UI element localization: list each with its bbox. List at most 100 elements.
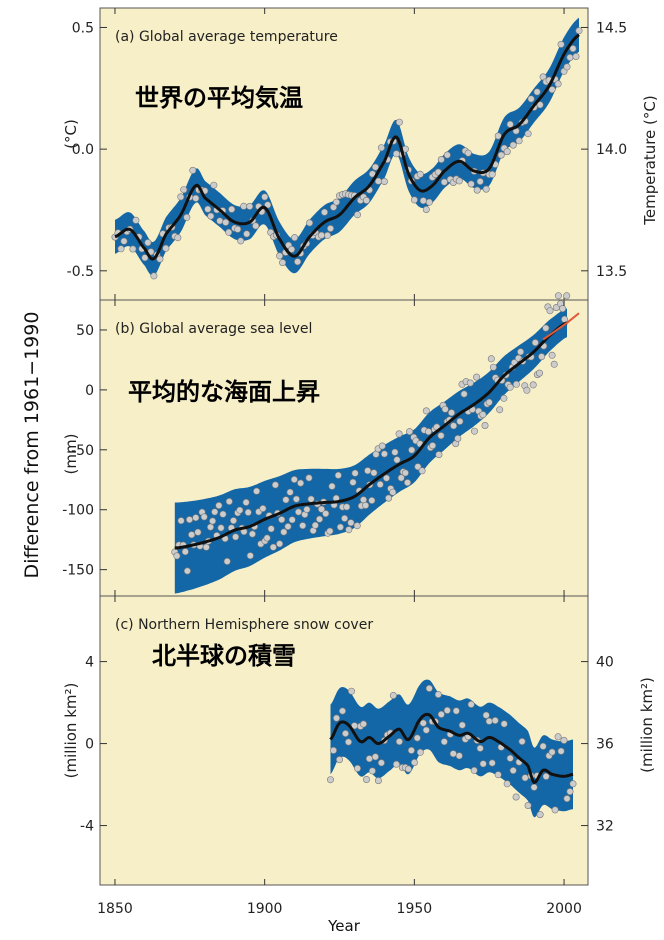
data-point — [141, 254, 149, 262]
data-point — [569, 45, 577, 53]
overlay-label: 平均的な海面上昇 — [128, 378, 320, 406]
data-point — [410, 758, 418, 766]
data-point — [264, 201, 272, 209]
data-point — [500, 394, 508, 402]
data-point — [280, 528, 288, 536]
uncertainty-band — [174, 308, 568, 594]
data-point — [563, 63, 571, 71]
data-point — [443, 151, 451, 159]
data-point — [515, 137, 523, 145]
data-point — [222, 218, 230, 226]
data-point — [374, 177, 382, 185]
data-point — [560, 736, 568, 744]
data-point — [202, 543, 210, 551]
data-point — [389, 488, 397, 496]
data-point — [326, 225, 334, 233]
data-point — [183, 213, 191, 221]
data-point — [482, 711, 490, 719]
data-point — [575, 27, 583, 35]
data-point — [246, 202, 254, 210]
data-point — [416, 170, 424, 178]
data-point — [476, 744, 484, 752]
panel-title: (a) Global average temperature — [115, 29, 338, 45]
y-tick-label: 50 — [76, 323, 94, 339]
data-point — [174, 234, 182, 242]
data-point — [422, 407, 430, 415]
panel-title: (c) Northern Hemisphere snow cover — [115, 617, 373, 633]
data-point — [156, 255, 164, 263]
data-point — [371, 753, 379, 761]
data-point — [521, 774, 529, 782]
data-point — [441, 405, 449, 413]
y-axis-label: (million km²) — [62, 683, 80, 779]
data-point — [232, 533, 240, 541]
data-point — [297, 479, 305, 487]
data-point — [291, 234, 299, 242]
data-point — [550, 360, 558, 368]
data-point — [503, 780, 511, 788]
data-point — [536, 811, 544, 819]
data-point — [380, 450, 388, 458]
data-point — [326, 776, 334, 784]
data-point — [326, 527, 334, 535]
data-point — [509, 766, 517, 774]
data-point — [177, 517, 185, 525]
data-point — [204, 205, 212, 213]
data-point — [456, 417, 464, 425]
data-point — [351, 469, 359, 477]
data-point — [368, 767, 376, 775]
data-point — [292, 495, 300, 503]
data-point — [341, 729, 349, 737]
data-point — [413, 734, 421, 742]
data-point — [374, 777, 382, 785]
data-point — [395, 738, 403, 746]
data-point — [535, 369, 543, 377]
data-point — [437, 432, 445, 440]
data-point — [317, 505, 325, 513]
data-point — [334, 471, 342, 479]
data-point — [450, 422, 458, 430]
data-point — [189, 166, 197, 174]
data-point — [217, 524, 225, 532]
data-point — [393, 456, 401, 464]
data-point — [425, 684, 433, 692]
data-point — [276, 540, 284, 548]
data-point — [345, 526, 353, 534]
data-point — [246, 552, 254, 560]
data-point — [120, 237, 128, 245]
data-point — [338, 707, 346, 715]
data-point — [215, 501, 223, 509]
data-point — [242, 498, 250, 506]
data-point — [378, 442, 386, 450]
data-point — [359, 720, 367, 728]
data-point — [263, 534, 271, 542]
data-point — [323, 231, 331, 239]
data-point — [482, 185, 490, 193]
data-point — [524, 130, 532, 138]
data-point — [286, 488, 294, 496]
data-point — [395, 430, 403, 438]
data-point — [306, 219, 314, 227]
data-point — [503, 148, 511, 156]
data-point — [252, 222, 260, 230]
data-point — [551, 806, 559, 814]
data-point — [315, 515, 323, 523]
data-point — [211, 508, 219, 516]
y-tick-label: -0.5 — [67, 264, 94, 280]
data-point — [336, 523, 344, 531]
data-point — [404, 765, 412, 773]
data-point — [299, 522, 307, 530]
data-point — [317, 231, 325, 239]
y-tick-right-label: 14.5 — [596, 20, 627, 36]
data-point — [230, 517, 238, 525]
data-point — [248, 530, 256, 538]
y-axis-label: (mm) — [62, 434, 80, 475]
y-axis-label-right: (million km²) — [638, 677, 656, 773]
data-point — [542, 772, 550, 780]
data-point — [259, 504, 267, 512]
data-point — [536, 101, 544, 109]
data-point — [460, 390, 468, 398]
shared-ylabel: Difference from 1961−1990 — [21, 312, 43, 579]
data-point — [385, 494, 393, 502]
